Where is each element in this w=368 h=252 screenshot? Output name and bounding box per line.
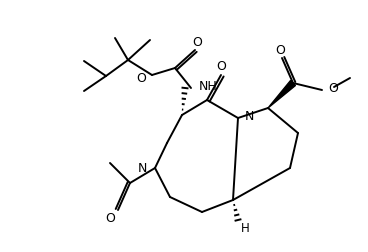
- Text: N: N: [245, 110, 254, 122]
- Polygon shape: [268, 81, 296, 108]
- Text: O: O: [275, 44, 285, 56]
- Text: O: O: [105, 211, 115, 225]
- Text: O: O: [136, 72, 146, 84]
- Text: O: O: [328, 82, 338, 96]
- Text: O: O: [216, 60, 226, 74]
- Text: H: H: [241, 222, 250, 235]
- Text: NH: NH: [199, 80, 218, 93]
- Text: O: O: [192, 36, 202, 48]
- Text: N: N: [138, 162, 147, 174]
